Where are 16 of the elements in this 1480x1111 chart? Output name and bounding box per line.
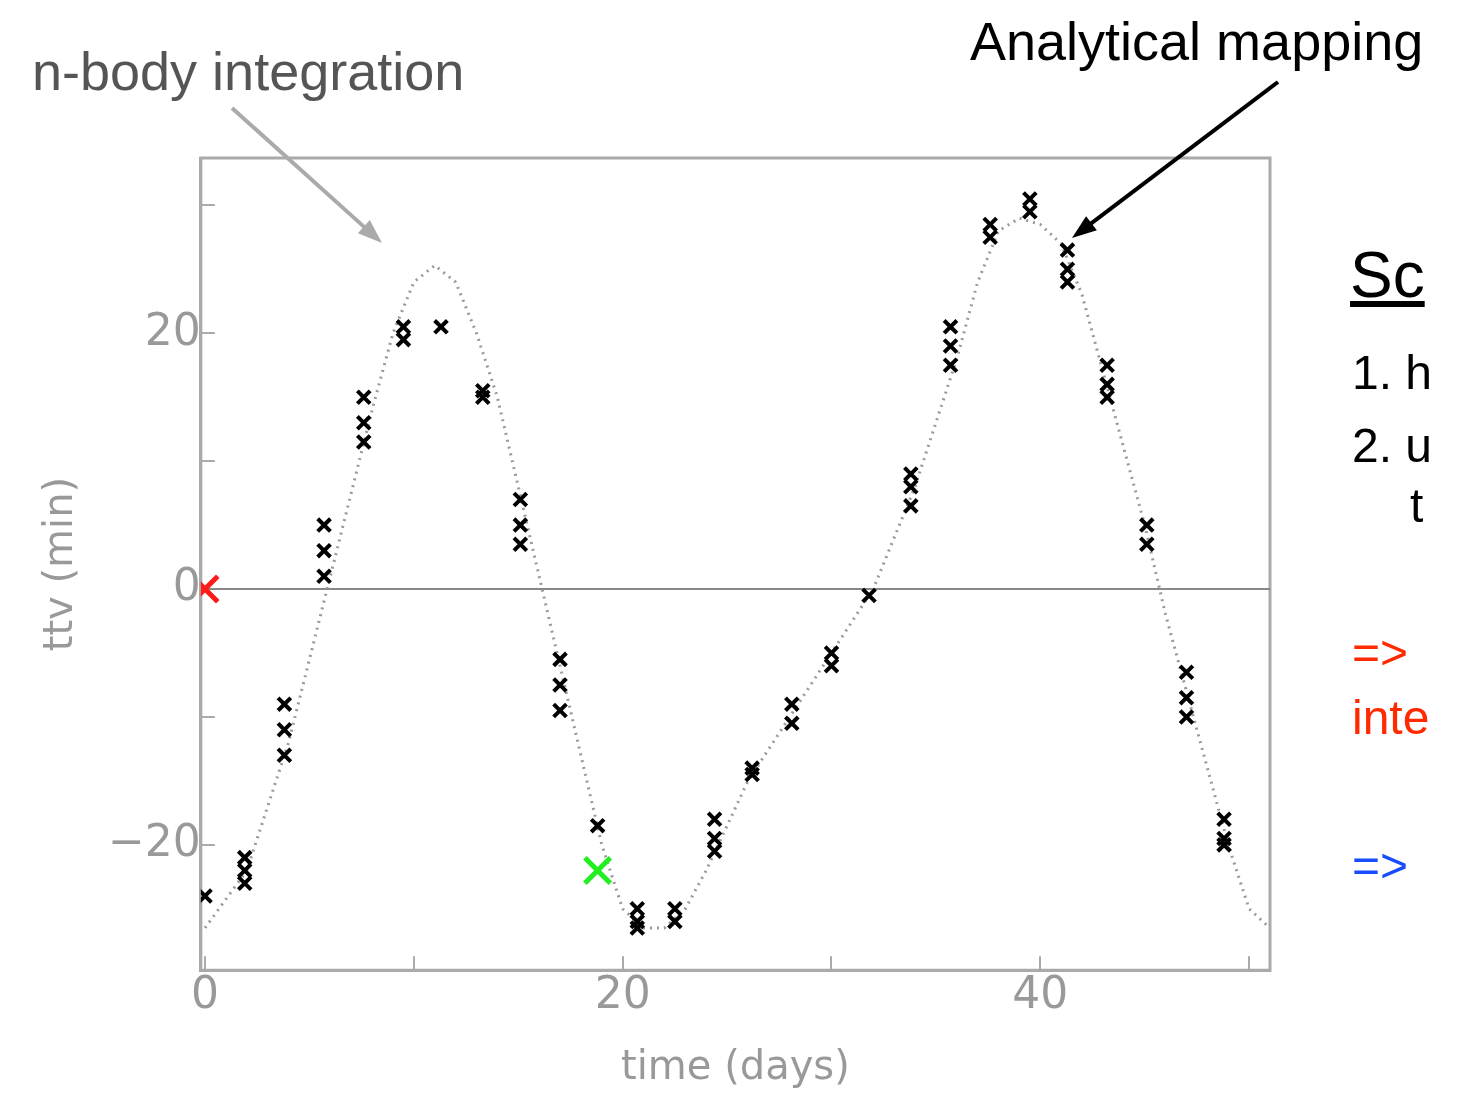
y-tick-label: 0 bbox=[172, 559, 201, 611]
text: 1. h bbox=[1352, 345, 1433, 400]
text: t bbox=[1410, 478, 1424, 533]
y-tick-label: 20 bbox=[144, 303, 201, 355]
text: Sc bbox=[1350, 238, 1425, 312]
y-axis-title: ttv (min) bbox=[35, 476, 82, 652]
x-axis-title: time (days) bbox=[621, 1042, 850, 1089]
text: inte bbox=[1352, 690, 1430, 745]
text: Analytical mapping bbox=[970, 10, 1424, 72]
text: => bbox=[1352, 625, 1409, 680]
text: 2. u bbox=[1352, 418, 1433, 473]
y-tick-label: −20 bbox=[108, 815, 201, 867]
x-tick-label: 20 bbox=[594, 967, 651, 1019]
text: n-body integration bbox=[32, 40, 465, 102]
x-tick-label: 40 bbox=[1012, 967, 1069, 1019]
text: => bbox=[1352, 838, 1409, 893]
